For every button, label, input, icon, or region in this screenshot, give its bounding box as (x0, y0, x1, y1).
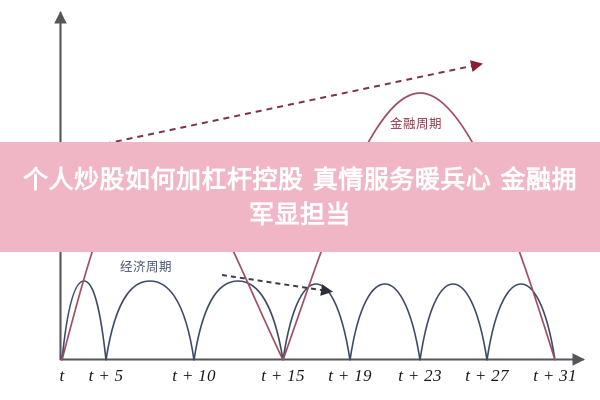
economic-trend-arrow (221, 274, 333, 296)
x-tick-label-3: t + 15 (261, 366, 305, 385)
economic-cycle-curve (61, 280, 556, 361)
x-tick-label-6: t + 27 (465, 366, 509, 385)
x-tick-label-1: t + 5 (88, 366, 124, 385)
x-tick-label-0: t (59, 366, 65, 385)
financial-cycle-label: 金融周期 (390, 116, 443, 131)
financial-trend-arrow (61, 60, 483, 154)
economic-cycle-label: 经济周期 (120, 259, 173, 274)
title-banner: 个人炒股如何加杠杆控股 真情服务暖兵心 金融拥军显担当 (0, 142, 600, 252)
x-tick-label-7: t + 31 (533, 366, 577, 385)
x-tick-label-5: t + 23 (398, 366, 442, 385)
annotation-group (61, 60, 483, 296)
x-tick-label-4: t + 19 (328, 366, 372, 385)
page-title: 个人炒股如何加杠杆控股 真情服务暖兵心 金融拥军显担当 (23, 164, 577, 230)
x-tick-label-2: t + 10 (172, 366, 216, 385)
